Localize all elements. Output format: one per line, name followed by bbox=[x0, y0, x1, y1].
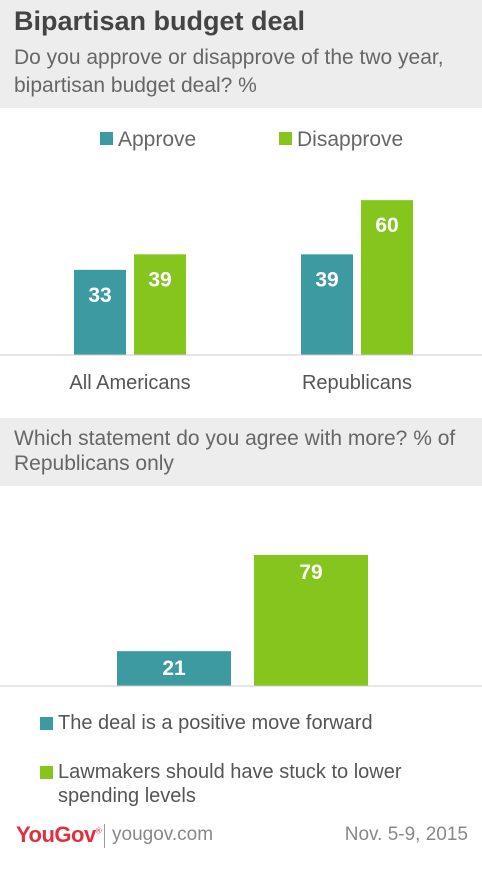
chart2-legend-item-positive: The deal is a positive move forward bbox=[40, 711, 458, 735]
legend-item-disapprove: Disapprove bbox=[279, 128, 403, 152]
chart2-plot: 21 79 bbox=[0, 554, 482, 687]
bar-approve-0 bbox=[74, 269, 126, 355]
legend-label-disapprove: Disapprove bbox=[297, 128, 404, 151]
data-label-approve-1: 39 bbox=[315, 268, 338, 291]
chart2-header: Which statement do you agree with more? … bbox=[0, 418, 482, 486]
data-label-approve-0: 33 bbox=[88, 284, 111, 307]
bar-approve-1 bbox=[301, 254, 353, 355]
survey-date: Nov. 5-9, 2015 bbox=[344, 824, 468, 845]
chart-header: Bipartisan budget deal Do you approve or… bbox=[0, 0, 482, 108]
bar-statement-0 bbox=[117, 651, 231, 686]
legend-swatch-disapprove bbox=[279, 132, 292, 145]
chart-title: Bipartisan budget deal bbox=[14, 6, 306, 36]
chart2-legend-item-lower-spending: Lawmakers should have stuck to lower spe… bbox=[40, 760, 458, 808]
footer-divider bbox=[104, 824, 105, 848]
category-label-0: All Americans bbox=[69, 372, 190, 394]
legend-swatch-approve bbox=[100, 132, 113, 145]
legend-label-lower-spending: Lawmakers should have stuck to lower spe… bbox=[58, 761, 402, 807]
data-label-disapprove-1: 60 bbox=[375, 214, 398, 237]
chart1-legend: Approve Disapprove bbox=[0, 128, 482, 154]
yougov-logo: YouGov® bbox=[16, 822, 102, 847]
category-label-1: Republicans bbox=[302, 372, 412, 394]
legend-label-positive: The deal is a positive move forward bbox=[58, 712, 373, 734]
footer: YouGov® yougov.com Nov. 5-9, 2015 bbox=[0, 818, 482, 858]
chart2-title: Which statement do you agree with more? … bbox=[14, 427, 456, 475]
bar-disapprove-1 bbox=[361, 200, 413, 355]
legend-swatch-lower-spending bbox=[40, 766, 53, 779]
chart1-plot: 33 39 All Americans 39 60 Republicans bbox=[0, 200, 482, 394]
legend-item-approve: Approve bbox=[100, 128, 196, 152]
bar-disapprove-0 bbox=[134, 254, 186, 355]
legend-label-approve: Approve bbox=[118, 128, 197, 151]
bar-statement-1 bbox=[254, 554, 368, 686]
data-label-statement-1: 79 bbox=[299, 561, 322, 584]
data-label-statement-0: 21 bbox=[162, 657, 186, 680]
legend-swatch-positive bbox=[40, 717, 53, 730]
data-label-disapprove-0: 39 bbox=[148, 268, 171, 291]
chart-subtitle: Do you approve or disapprove of the two … bbox=[14, 46, 444, 97]
yougov-link[interactable]: yougov.com bbox=[112, 824, 214, 845]
